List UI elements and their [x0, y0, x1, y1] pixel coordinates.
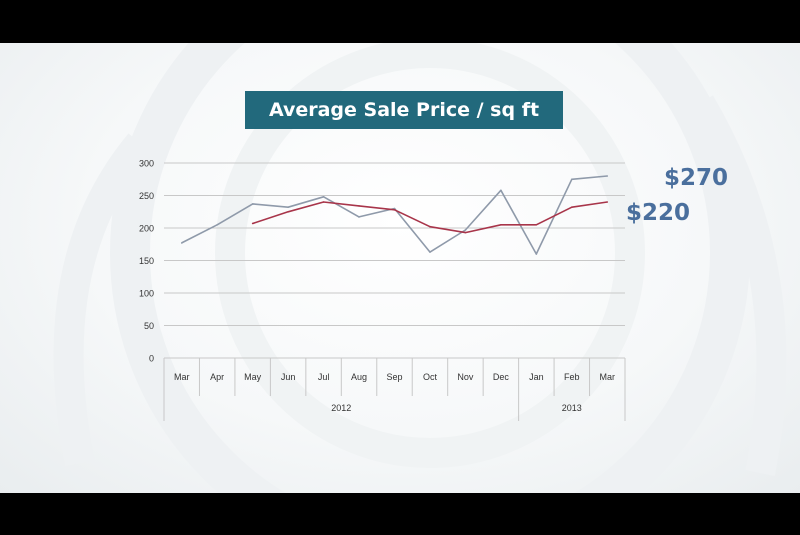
y-tick-label: 150: [139, 256, 154, 266]
x-tick-label: Jan: [529, 372, 544, 382]
data-point: [251, 203, 254, 205]
data-point: [429, 225, 431, 228]
data-point: [216, 223, 218, 226]
x-tick-label: Apr: [210, 372, 224, 382]
series-line-0: [181, 175, 608, 255]
slide: Average Sale Price / sq ft 0 50 100 150 200 2…: [0, 43, 800, 493]
y-tick-label: 50: [144, 321, 154, 331]
data-point: [464, 229, 467, 231]
data-point: [464, 231, 467, 234]
year-label: 2013: [562, 403, 582, 413]
year-label: 2012: [331, 403, 351, 413]
x-tick-label: Aug: [351, 372, 367, 382]
data-point: [287, 206, 289, 208]
x-tick-label: Dec: [493, 372, 510, 382]
annotation-270: $270: [664, 165, 729, 191]
chart-title: Average Sale Price / sq ft: [245, 91, 563, 129]
data-point: [571, 206, 573, 208]
x-tick-label: Mar: [600, 372, 616, 382]
data-point: [358, 205, 360, 207]
data-point: [251, 222, 254, 225]
watermark-logo-icon: [53, 43, 787, 493]
x-tick-label: Mar: [174, 372, 190, 382]
data-point: [180, 242, 183, 244]
data-point: [322, 196, 325, 198]
letterbox-top: [0, 0, 800, 43]
data-point: [322, 201, 325, 203]
x-tick-label: Nov: [457, 372, 474, 382]
y-tick-label: 250: [139, 191, 154, 201]
x-tick-label: Oct: [423, 372, 438, 382]
data-point: [571, 178, 573, 181]
x-tick-label: Sep: [386, 372, 402, 382]
line-chart: 0 50 100 150 200 250 300 Mar Apr May Jun Jul Aug Sep O…: [139, 159, 626, 421]
data-point: [500, 223, 502, 226]
data-point: [606, 201, 609, 203]
data-point: [358, 216, 360, 218]
data-point: [535, 223, 538, 226]
data-point: [606, 175, 609, 177]
data-point: [429, 251, 431, 253]
annotation-220: $220: [626, 200, 691, 226]
x-tick-label: May: [244, 372, 262, 382]
x-tick-label: Jul: [318, 372, 330, 382]
data-point: [287, 210, 289, 213]
x-tick-label: Feb: [564, 372, 580, 382]
letterbox-bottom: [0, 493, 800, 535]
data-point: [393, 209, 396, 211]
data-point: [393, 207, 396, 210]
y-tick-label: 0: [149, 354, 154, 364]
data-point: [535, 253, 538, 255]
y-tick-label: 300: [139, 159, 154, 169]
data-point: [500, 189, 502, 192]
y-tick-label: 200: [139, 224, 154, 234]
y-tick-label: 100: [139, 289, 154, 299]
x-tick-label: Jun: [281, 372, 296, 382]
